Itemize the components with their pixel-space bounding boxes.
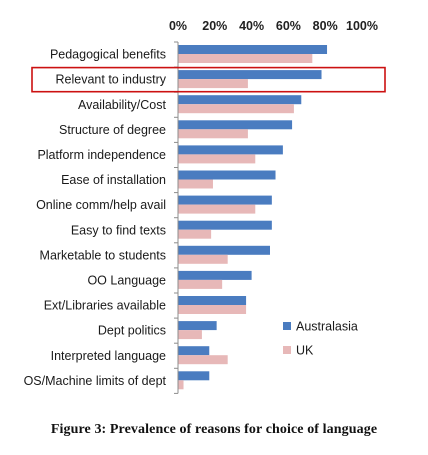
legend-label: Australasia [296, 320, 358, 334]
bar-uk [178, 54, 313, 63]
highlight-box [31, 66, 386, 93]
x-tick-label: 80% [313, 19, 338, 33]
legend-swatch-australasia [283, 322, 291, 330]
category-label: Relevant to industry [56, 73, 167, 87]
x-tick-label: 60% [276, 19, 301, 33]
bar-uk [178, 355, 228, 365]
bar-uk [178, 104, 294, 114]
bar-australasia [178, 195, 272, 205]
bar-uk [178, 380, 184, 390]
legend-swatch-uk [283, 346, 291, 354]
bar-australasia [178, 70, 322, 80]
bar-australasia [178, 170, 276, 180]
bar-australasia [178, 120, 293, 130]
category-label: OS/Machine limits of dept [24, 374, 167, 388]
x-tick-label: 20% [202, 19, 227, 33]
category-label: Ease of installation [61, 173, 166, 187]
category-label: Pedagogical benefits [50, 48, 166, 62]
bar-uk [178, 229, 212, 239]
bar-uk [178, 330, 202, 340]
bar-australasia [178, 321, 217, 331]
category-label: Availability/Cost [78, 98, 167, 112]
bar-uk [178, 204, 256, 214]
bar-australasia [178, 270, 252, 280]
bar-australasia [178, 346, 210, 356]
category-label: Interpreted language [51, 349, 166, 363]
bar-australasia [178, 45, 328, 54]
category-label: Platform independence [37, 148, 166, 162]
chart-svg: 0% 20% 40% 60% 80% 100% Pedagogical benefits Re… [24, 19, 386, 394]
x-tick-label: 40% [239, 19, 264, 33]
bar-uk [178, 279, 223, 289]
category-label: Ext/Libraries available [44, 299, 166, 313]
x-tick-label: 100% [346, 19, 378, 33]
bar-australasia [178, 220, 272, 230]
bar-uk [178, 254, 228, 264]
figure-caption: Figure 3: Prevalence of reasons for choi… [50, 422, 378, 437]
category-label: Online comm/help avail [36, 198, 166, 212]
bar-australasia [178, 296, 247, 305]
bar-chart: 0% 20% 40% 60% 80% 100% Pedagogical benefits Re… [24, 19, 386, 394]
category-label: OO Language [87, 273, 166, 287]
category-label: Dept politics [98, 324, 166, 338]
x-tick-label: 0% [169, 19, 187, 33]
bar-uk [178, 154, 256, 164]
category-label: Easy to find texts [71, 223, 166, 237]
legend-label: UK [296, 344, 314, 358]
bar-uk [178, 129, 248, 139]
bar-uk [178, 179, 213, 189]
bar-australasia [178, 371, 210, 381]
category-label: Structure of degree [59, 123, 166, 137]
category-label: Marketable to students [40, 248, 166, 262]
bar-australasia [178, 145, 283, 155]
bar-australasia [178, 95, 302, 105]
bar-uk [178, 305, 247, 314]
bar-australasia [178, 245, 270, 255]
bar-uk [178, 79, 248, 89]
